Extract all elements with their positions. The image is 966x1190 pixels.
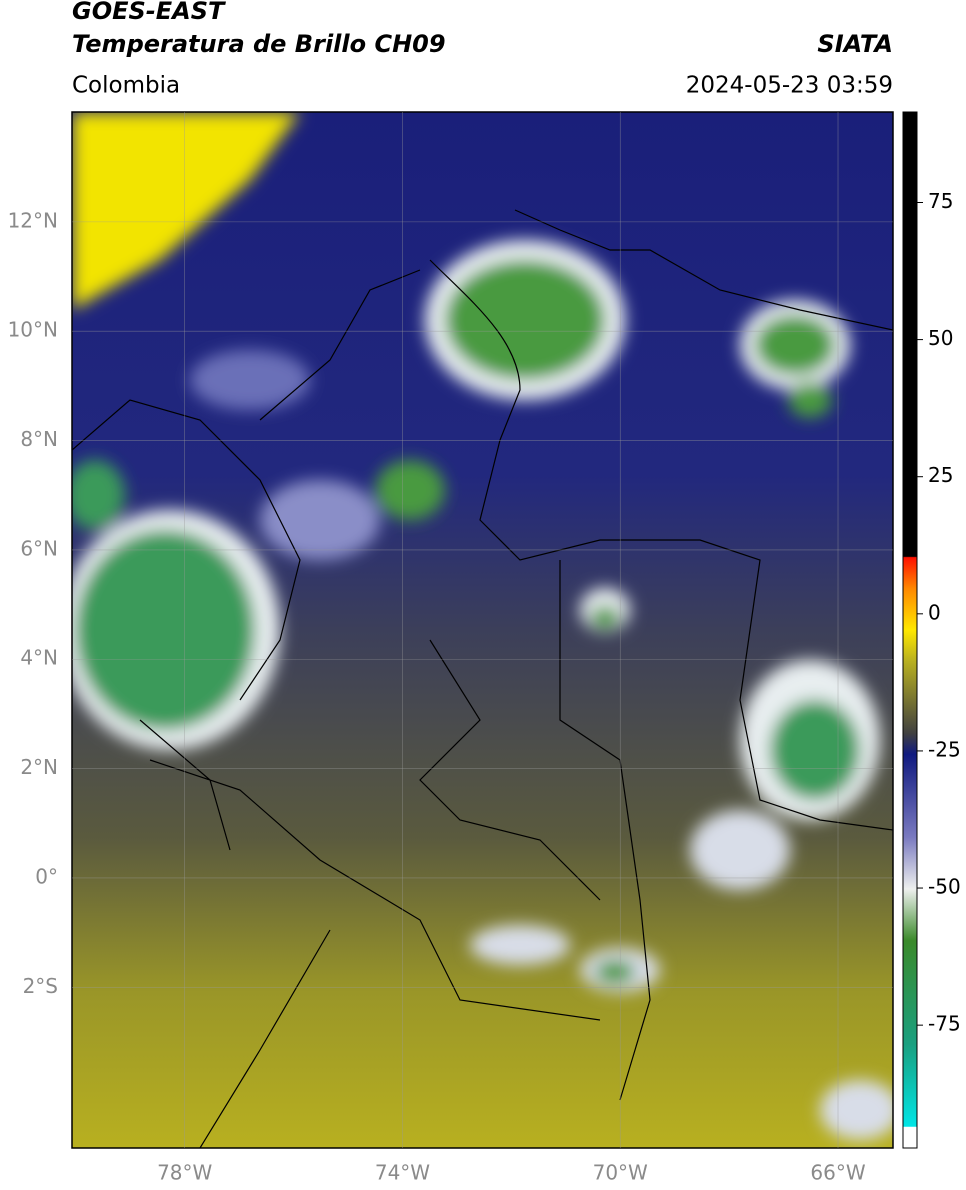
y-tick-label: 2°N [20,755,58,779]
colorbar-tick-label: -25 [928,737,961,761]
colorbar [902,111,918,1149]
colorbar-tick-label: -50 [928,875,961,899]
title: GOES-EAST [72,0,226,25]
colorbar-tick-label: 75 [928,189,953,213]
datetime: 2024-05-23 03:59 [686,73,893,99]
x-tick-label: 66°W [810,1161,865,1185]
x-tick-label: 70°W [593,1161,648,1185]
colorbar-tick-label: 0 [928,600,941,624]
colorbar-tick-label: 50 [928,326,953,350]
y-tick-label: 4°N [20,646,58,670]
region: Colombia [72,73,180,99]
x-tick-label: 74°W [375,1161,430,1185]
y-tick-label: 10°N [8,318,58,342]
colorbar-tick-label: 25 [928,463,953,487]
subtitle: Temperatura de Brillo CH09 [72,30,446,58]
map-frame [71,111,894,1149]
source: SIATA [817,30,893,58]
y-tick-label: 12°N [8,208,58,232]
colorbar-tick-label: -75 [928,1012,961,1036]
x-tick-label: 78°W [157,1161,212,1185]
y-tick-label: 8°N [20,427,58,451]
y-tick-label: 2°S [23,974,58,998]
satellite-image [72,112,893,1148]
y-tick-label: 0° [35,864,58,888]
y-tick-label: 6°N [20,536,58,560]
